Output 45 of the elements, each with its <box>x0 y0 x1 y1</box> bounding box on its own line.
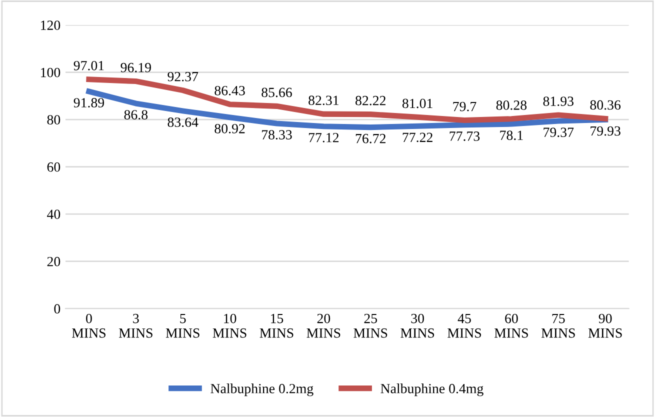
x-tick-label: 25 MINS <box>354 314 388 338</box>
y-tick-label: 40 <box>47 210 60 220</box>
legend-label: Nalbuphine 0.2mg <box>210 384 314 396</box>
y-tick-label: 0 <box>54 304 60 314</box>
x-tick-label: 3 MINS <box>118 314 152 338</box>
y-tick-label: 20 <box>47 256 60 266</box>
data-label: 82.22 <box>356 96 386 106</box>
data-label: 81.01 <box>402 98 432 108</box>
data-label: 79.37 <box>544 128 574 138</box>
data-label: 82.31 <box>308 96 338 106</box>
data-label: 78.33 <box>262 130 292 140</box>
data-label: 83.64 <box>168 118 198 127</box>
data-label: 86.8 <box>124 110 148 120</box>
x-tick-label: 5 MINS <box>166 314 200 338</box>
legend-label: Nalbuphine 0.4mg <box>380 384 484 396</box>
y-tick-label: 120 <box>41 20 60 30</box>
x-tick-label: 15 MINS <box>260 314 294 338</box>
x-tick-label: 90 MINS <box>588 314 622 338</box>
data-label: 76.72 <box>356 134 386 144</box>
data-label: 77.22 <box>402 132 432 142</box>
data-label: 79.7 <box>453 102 476 112</box>
y-tick-label: 80 <box>47 115 60 124</box>
y-tick-label: 60 <box>47 162 60 172</box>
data-label: 91.89 <box>74 98 104 108</box>
data-label: 80.28 <box>496 100 527 110</box>
x-tick-label: 75 MINS <box>541 314 575 338</box>
data-label: 80.36 <box>590 100 621 110</box>
data-label: 97.01 <box>74 60 104 70</box>
data-label: 77.12 <box>308 132 339 142</box>
y-tick-label: 100 <box>41 68 60 78</box>
x-tick-label: 20 MINS <box>306 314 340 338</box>
x-tick-label: 45 MINS <box>448 314 482 338</box>
x-tick-label: 0 MINS <box>72 314 106 338</box>
data-label: 85.66 <box>262 88 292 98</box>
data-label: 78.1 <box>500 130 523 140</box>
x-tick-label: 30 MINS <box>400 314 434 338</box>
data-label: 86.43 <box>214 86 245 96</box>
x-tick-label: 60 MINS <box>494 314 528 338</box>
data-label: 96.19 <box>120 62 151 72</box>
data-label: 79.93 <box>590 126 620 136</box>
x-tick-label: 10 MINS <box>212 314 246 338</box>
data-label: 80.92 <box>214 124 245 134</box>
data-label: 81.93 <box>543 96 574 106</box>
data-label: 92.37 <box>168 72 198 82</box>
data-label: 77.73 <box>450 132 480 141</box>
